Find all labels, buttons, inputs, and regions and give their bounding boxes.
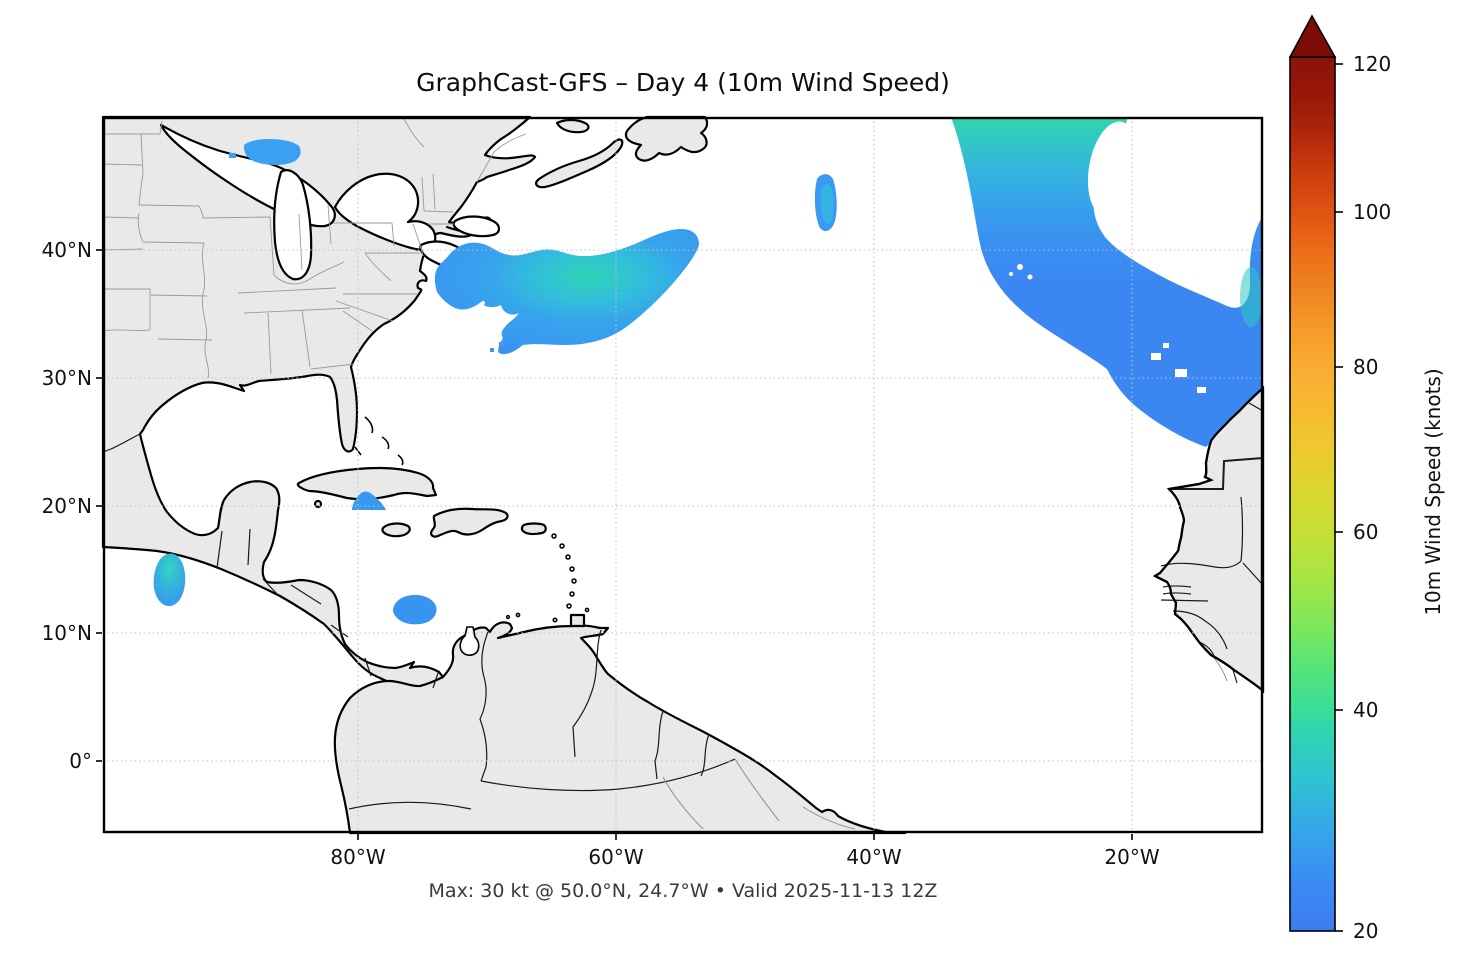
bermuda-gap [490,316,496,322]
wind-region-south-cuba [352,491,386,510]
colorbar-gradient [1289,56,1336,932]
landmasses [101,115,1265,835]
island-gap [481,301,485,305]
coastal-gap [1197,387,1206,393]
land-newfoundland [624,115,709,162]
xtick-80w: 80°W [330,845,386,869]
cbtick-60: 60 [1353,520,1379,544]
land-cuba [296,466,438,501]
state-borders [102,116,527,379]
caption-max-valid: Max: 30 kt @ 50.0°N, 24.7°W • Valid 2025… [428,880,938,902]
lake-huron [333,172,437,251]
azores-gap [1017,264,1023,270]
land-puerto-rico [520,522,547,536]
ytick-40n: 40°N [41,238,92,262]
ytick-0: 0° [69,749,92,773]
xtick-60w: 60°W [588,845,644,869]
colorbar-svg [1288,14,1343,932]
ytick-10n: 10°N [41,621,92,645]
wind-region-colombia-coast [393,595,437,625]
lake-michigan [273,169,313,281]
wind-region-tehuantepec [153,553,186,607]
land-south-america [333,621,907,835]
ytick-20n: 20°N [41,494,92,518]
colorbar-axis-label: 10m Wind Speed (knots) [1421,368,1445,616]
land-nova-scotia [535,138,624,189]
map-canvas [96,115,1265,840]
lesser-antilles [505,533,590,623]
land-jamaica [381,522,411,538]
azores-gap [1027,274,1033,280]
wind-shading [153,117,1263,625]
plot-border [102,116,1264,834]
wind-region-lake-superior-fragment [229,153,236,158]
colorbar-ticks [1335,63,1343,932]
wind-fragment [499,342,504,346]
wind-region-gulf-stream-band [434,229,699,355]
land-trinidad [569,613,586,628]
xtick-40w: 40°W [846,845,902,869]
cbtick-20: 20 [1353,919,1379,943]
cbtick-120: 120 [1353,52,1392,76]
wind-core-right-edge [1240,267,1262,327]
wind-region-midatlantic-core [820,184,834,224]
wind-region-lake-superior [243,139,301,166]
axis-ticks [96,249,1133,840]
wind-fragment [490,348,494,352]
ytick-30n: 30°N [41,366,92,390]
storm-eye-gap [1087,121,1139,217]
lakes [159,123,501,656]
colorbar [1284,10,1404,949]
cbtick-80: 80 [1353,355,1379,379]
map-svg [96,115,1265,840]
xtick-20w: 20°W [1104,845,1160,869]
country-borders [102,402,1264,810]
lake-maracaibo [459,626,480,656]
cbtick-40: 40 [1353,698,1379,722]
lake-ontario [452,215,501,238]
bermuda-gap [499,324,503,328]
bahamas-islands [354,416,404,466]
coastal-gap [1163,343,1169,348]
land-hispaniola [430,507,509,538]
plot-title: GraphCast-GFS – Day 4 (10m Wind Speed) [416,68,950,97]
coastal-gap [1175,369,1187,377]
cbtick-100: 100 [1353,200,1392,224]
land-anticosti [555,118,590,134]
azores-gap [1009,272,1013,276]
rivers [662,658,1228,830]
coastal-gap [1151,353,1161,360]
colorbar-extend-arrow [1288,14,1337,58]
wind-region-ne-atlantic-system [951,117,1263,447]
